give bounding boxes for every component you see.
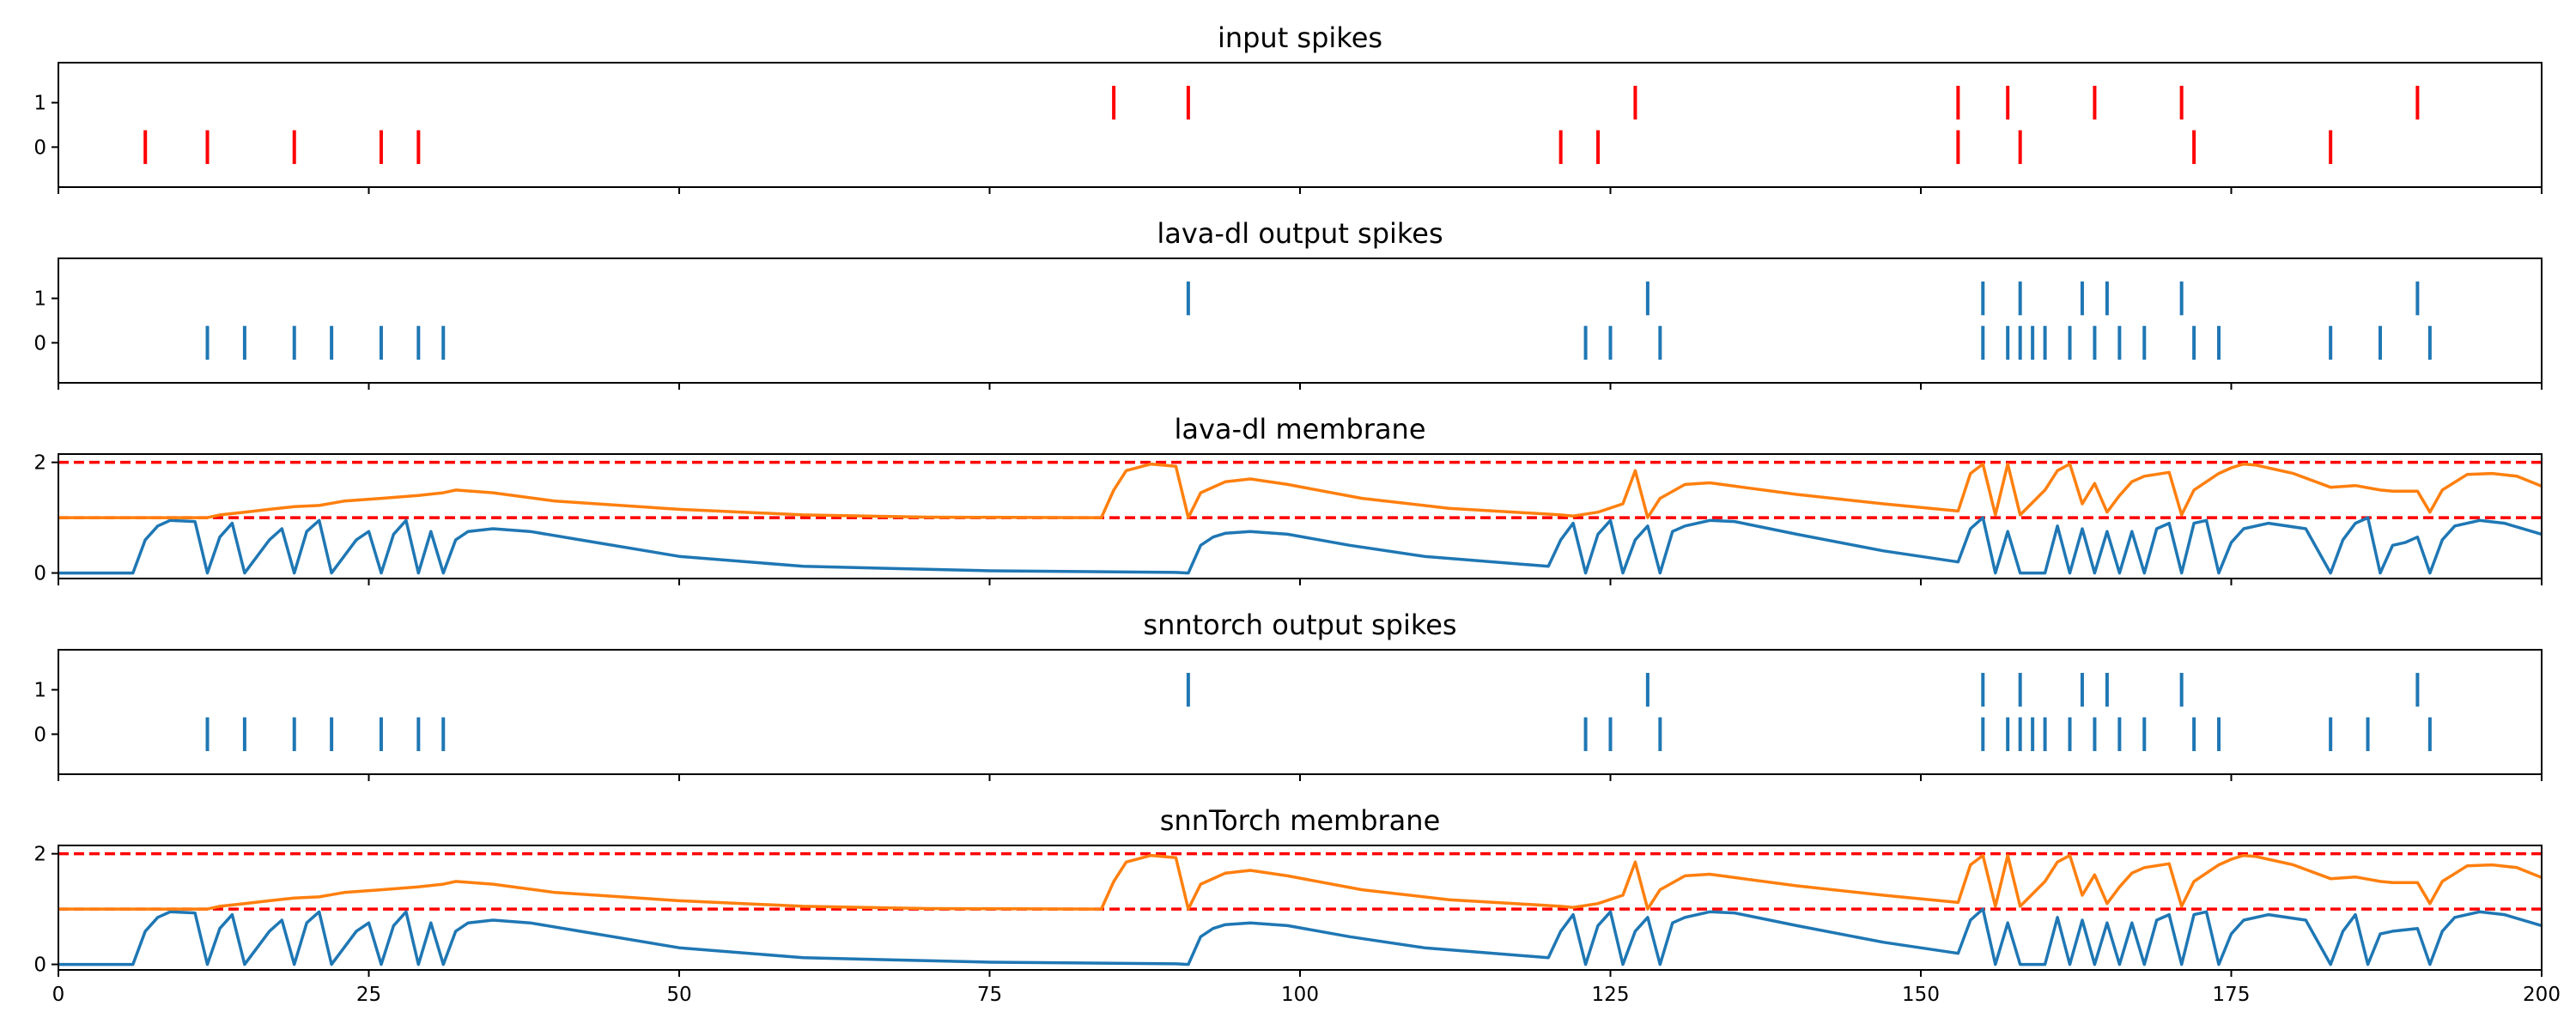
y-tick-label: 0 [33, 332, 46, 354]
x-tick-label: 0 [52, 984, 65, 1006]
plot-area [58, 851, 2542, 966]
panel-title: lava-dl output spikes [1157, 217, 1443, 250]
membrane-trace-2 [58, 462, 2542, 519]
axes-frame [58, 62, 2543, 188]
panel-4: snntorch output spikes 0 1 [33, 609, 2543, 781]
y-tick-label: 2 [33, 844, 46, 866]
panel-title: snnTorch membrane [1160, 804, 1441, 837]
y-tick-label: 1 [33, 93, 46, 115]
membrane-trace-2 [58, 853, 2542, 911]
plot-area [205, 281, 2432, 360]
plot-area [205, 672, 2432, 752]
panel-title: input spikes [1218, 21, 1382, 54]
x-tick-label: 150 [1902, 984, 1940, 1006]
axes-frame [58, 258, 2543, 384]
x-tick-label: 200 [2523, 984, 2561, 1006]
x-tick-label: 100 [1281, 984, 1319, 1006]
y-tick-label: 0 [33, 136, 46, 159]
panel-title: lava-dl membrane [1174, 413, 1425, 445]
y-tick-label: 1 [33, 680, 46, 702]
x-tick-label: 25 [356, 984, 381, 1006]
panel-5: snnTorch membrane 0 2 0 25 50 75 100 125 150 175 20… [33, 804, 2561, 1006]
plot-area [143, 85, 2420, 165]
axes-frame [58, 649, 2543, 775]
y-tick-label: 0 [33, 563, 46, 585]
y-tick-label: 0 [33, 954, 46, 977]
x-tick-label: 75 [977, 984, 1002, 1006]
panel-1: input spikes 0 1 [33, 21, 2543, 194]
panel-title: snntorch output spikes [1143, 609, 1456, 641]
y-tick-label: 2 [33, 452, 46, 475]
x-tick-label: 175 [2213, 984, 2251, 1006]
panel-2: lava-dl output spikes 0 1 [33, 217, 2543, 390]
x-tick-label: 50 [666, 984, 691, 1006]
y-tick-label: 1 [33, 288, 46, 311]
panel-3: lava-dl membrane 0 2 [33, 413, 2543, 585]
membrane-trace-1 [58, 907, 2542, 966]
y-tick-label: 0 [33, 724, 46, 746]
plot-area [58, 460, 2542, 575]
x-tick-label: 125 [1592, 984, 1630, 1006]
membrane-trace-1 [58, 516, 2542, 575]
